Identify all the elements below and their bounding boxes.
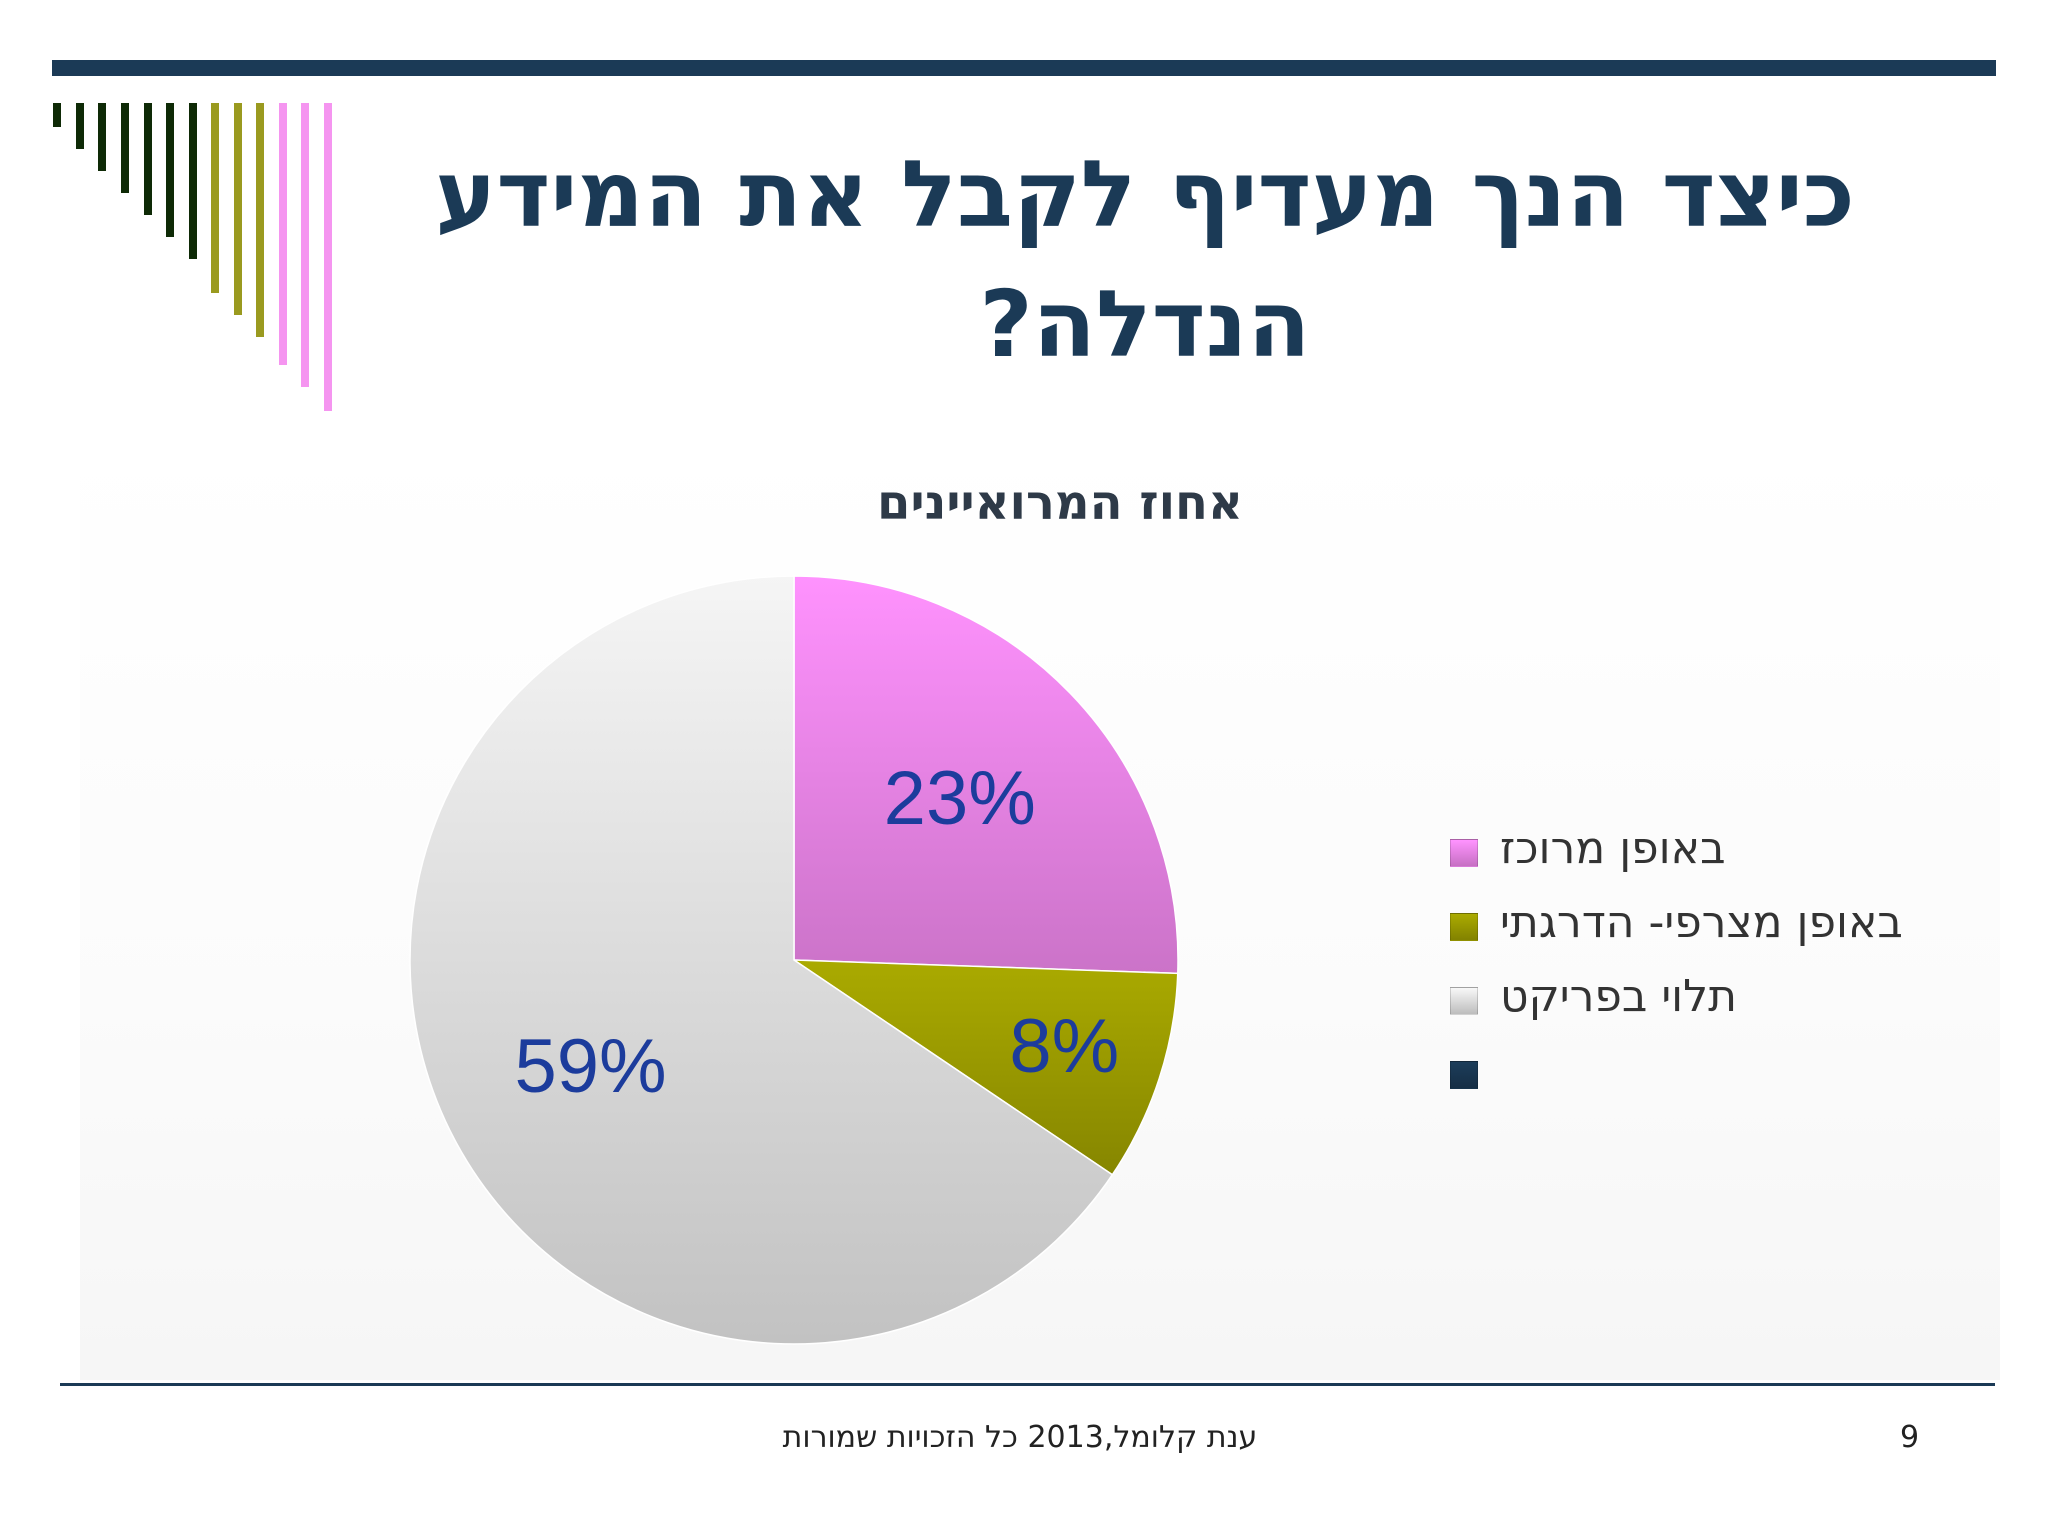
- legend-item: באופן מצרפי- הדרגתי: [1440, 889, 1960, 963]
- page-number: 9: [1900, 1420, 1920, 1455]
- slide-title-line-2: הנדלה?: [979, 271, 1311, 378]
- footer-copyright: ענת קלומל,2013 כל הזכויות שמורות: [782, 1420, 1258, 1455]
- top-rule: [52, 60, 1996, 76]
- decorative-bar: [256, 103, 264, 337]
- legend-item: [1440, 1037, 1960, 1111]
- legend-item: תלוי בפריקט: [1440, 963, 1960, 1037]
- bottom-rule: [60, 1383, 1995, 1386]
- slide-title: כיצד הנך מעדיף לקבל את המידע הנדלה?: [360, 130, 1930, 390]
- decorative-bar: [279, 103, 287, 365]
- decorative-bar: [189, 103, 197, 259]
- decorative-bar: [324, 103, 332, 411]
- slide-title-line-1: כיצד הנך מעדיף לקבל את המידע: [435, 141, 1855, 248]
- pie-slice: [793, 575, 1179, 975]
- pie-slice: [409, 575, 1114, 1345]
- legend-swatch: [1450, 1061, 1478, 1089]
- pie-data-label: 23%: [884, 756, 1036, 841]
- decorative-bar: [144, 103, 152, 215]
- decorative-bar: [211, 103, 219, 293]
- legend-label: באופן מרוכז: [1500, 823, 1726, 874]
- decorative-bar: [98, 103, 106, 171]
- legend-swatch: [1450, 913, 1478, 941]
- decorative-bar: [301, 103, 309, 387]
- chart-title: אחוז המרואיינים: [877, 475, 1243, 531]
- legend-label: תלוי בפריקט: [1500, 971, 1738, 1022]
- decorative-bars: [53, 103, 332, 411]
- decorative-bar: [166, 103, 174, 237]
- pie-data-label: 59%: [515, 1024, 667, 1109]
- legend-swatch: [1450, 987, 1478, 1015]
- decorative-bar: [53, 103, 61, 127]
- pie-data-label: 8%: [1009, 1004, 1119, 1089]
- legend-item: באופן מרוכז: [1440, 815, 1960, 889]
- decorative-bar: [121, 103, 129, 193]
- legend: באופן מרוכז באופן מצרפי- הדרגתי תלוי בפריק…: [1440, 815, 1960, 1111]
- decorative-bar: [234, 103, 242, 315]
- pie-slice: [791, 959, 1179, 1176]
- legend-label: באופן מצרפי- הדרגתי: [1500, 897, 1903, 948]
- decorative-bar: [76, 103, 84, 149]
- legend-swatch: [1450, 839, 1478, 867]
